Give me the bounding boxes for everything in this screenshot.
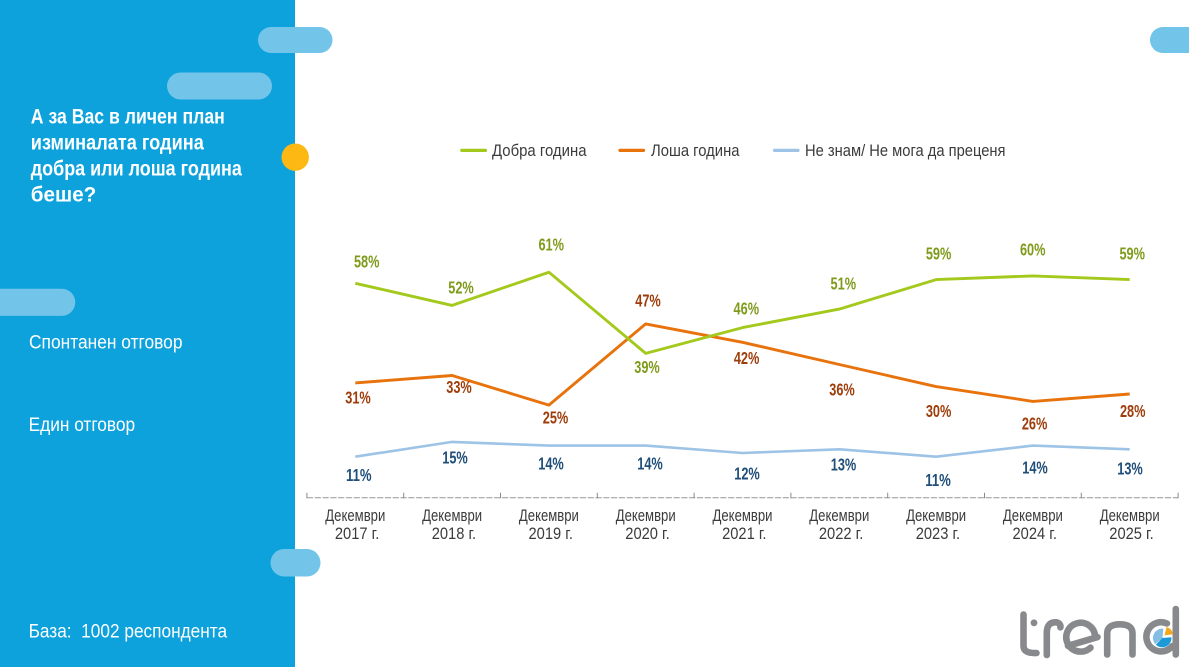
svg-text:2019 г.: 2019 г.: [529, 524, 573, 543]
svg-text:Декември: Декември: [616, 506, 676, 525]
svg-text:Декември: Декември: [906, 506, 966, 525]
svg-text:28%: 28%: [1120, 401, 1146, 421]
svg-text:42%: 42%: [734, 348, 760, 368]
svg-text:14%: 14%: [538, 454, 564, 474]
svg-text:14%: 14%: [1022, 458, 1048, 478]
svg-text:33%: 33%: [446, 377, 472, 397]
svg-text:Добра година: Добра година: [492, 142, 587, 160]
svg-text:59%: 59%: [926, 244, 952, 264]
svg-text:13%: 13%: [831, 455, 857, 475]
svg-text:А за Вас в личен план: А за Вас в личен план: [31, 106, 225, 129]
svg-text:Не знам/ Не мога да преценя: Не знам/ Не мога да преценя: [805, 142, 1006, 160]
svg-text:15%: 15%: [442, 448, 468, 468]
svg-text:13%: 13%: [1117, 459, 1143, 479]
svg-text:60%: 60%: [1020, 240, 1046, 260]
svg-text:изминалата година: изминалата година: [31, 132, 204, 155]
svg-text:Декември: Декември: [422, 506, 482, 525]
svg-text:2020 г.: 2020 г.: [625, 524, 669, 543]
svg-text:58%: 58%: [354, 251, 380, 271]
svg-text:Лоша година: Лоша година: [651, 142, 740, 160]
svg-text:31%: 31%: [345, 387, 371, 407]
svg-text:25%: 25%: [543, 408, 569, 428]
svg-text:51%: 51%: [831, 274, 857, 294]
svg-text:59%: 59%: [1119, 244, 1145, 264]
svg-text:2022 г.: 2022 г.: [819, 524, 863, 543]
svg-text:2017 г.: 2017 г.: [335, 524, 379, 543]
svg-text:2024 г.: 2024 г.: [1013, 524, 1057, 543]
svg-text:добра или лоша година: добра или лоша година: [31, 158, 242, 181]
svg-text:2023 г.: 2023 г.: [916, 524, 960, 543]
svg-text:Спонтанен отговор: Спонтанен отговор: [29, 333, 183, 354]
svg-text:Един отговор: Един отговор: [29, 415, 136, 436]
svg-text:Декември: Декември: [809, 506, 869, 525]
svg-text:беше?: беше?: [31, 184, 97, 207]
svg-text:Декември: Декември: [1100, 506, 1160, 525]
svg-text:47%: 47%: [635, 290, 661, 310]
svg-text:Декември: Декември: [1003, 506, 1063, 525]
svg-text:52%: 52%: [448, 278, 474, 298]
svg-text:36%: 36%: [829, 379, 855, 399]
svg-text:11%: 11%: [346, 465, 372, 485]
svg-text:Декември: Декември: [713, 506, 773, 525]
svg-text:2025 г.: 2025 г.: [1109, 524, 1153, 543]
svg-text:2021 г.: 2021 г.: [722, 524, 766, 543]
svg-text:2018 г.: 2018 г.: [432, 524, 476, 543]
svg-text:30%: 30%: [926, 401, 952, 421]
svg-text:Декември: Декември: [325, 506, 385, 525]
svg-text:14%: 14%: [637, 454, 663, 474]
svg-text:11%: 11%: [925, 470, 951, 490]
svg-text:База: 1002 респондента: База: 1002 респондента: [29, 622, 228, 643]
svg-text:61%: 61%: [538, 234, 564, 254]
svg-text:26%: 26%: [1022, 414, 1048, 434]
svg-text:39%: 39%: [634, 357, 660, 377]
svg-text:12%: 12%: [734, 464, 760, 484]
svg-text:46%: 46%: [734, 298, 760, 318]
svg-text:Декември: Декември: [519, 506, 579, 525]
